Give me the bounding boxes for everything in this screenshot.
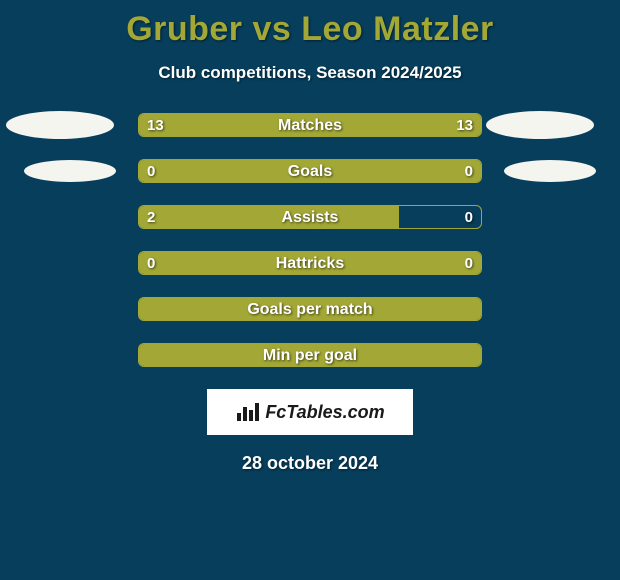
bar-container: 00Hattricks — [138, 251, 482, 275]
stat-label: Hattricks — [139, 252, 481, 274]
player-right-ellipse-1 — [486, 111, 594, 139]
stat-label: Goals — [139, 160, 481, 182]
fctables-icon — [235, 401, 261, 423]
bar-container: 20Assists — [138, 205, 482, 229]
player-left-ellipse-1 — [6, 111, 114, 139]
stat-label: Min per goal — [139, 344, 481, 366]
subtitle: Club competitions, Season 2024/2025 — [0, 63, 620, 83]
logo-box: FcTables.com — [207, 389, 413, 435]
stat-label: Goals per match — [139, 298, 481, 320]
player-right-ellipse-2 — [504, 160, 596, 182]
player-left-ellipse-2 — [24, 160, 116, 182]
bar-container: Goals per match — [138, 297, 482, 321]
logo-text: FcTables.com — [265, 402, 384, 423]
stat-label: Matches — [139, 114, 481, 136]
stat-row: 20Assists — [0, 205, 620, 229]
date-label: 28 october 2024 — [0, 453, 620, 474]
stat-row: Min per goal — [0, 343, 620, 367]
comparison-chart: 1313Matches 00Goals 20Assists 00Hattricks Go… — [0, 113, 620, 367]
stat-label: Assists — [139, 206, 481, 228]
page-title: Gruber vs Leo Matzler — [0, 0, 620, 49]
bar-container: Min per goal — [138, 343, 482, 367]
bar-container: 00Goals — [138, 159, 482, 183]
stat-row: Goals per match — [0, 297, 620, 321]
bar-container: 1313Matches — [138, 113, 482, 137]
stat-row: 00Hattricks — [0, 251, 620, 275]
